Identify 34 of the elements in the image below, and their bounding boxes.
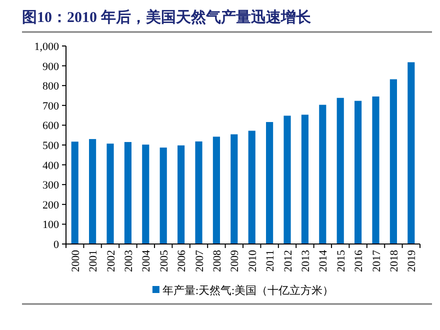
x-tick-label: 2007 <box>194 250 206 272</box>
x-tick-label: 2001 <box>88 250 100 272</box>
x-tick-label: 2002 <box>105 250 118 272</box>
x-tick-label: 2012 <box>282 250 294 272</box>
x-tick-label: 2018 <box>388 250 400 272</box>
x-tick-label: 2009 <box>229 250 242 272</box>
title: 图10：2010 年后，美国天然气产量迅速增长 <box>22 10 311 26</box>
x-tick-label: 2013 <box>300 250 312 272</box>
y-tick-label: 600 <box>42 120 60 132</box>
x-tick-label: 2005 <box>158 250 170 272</box>
y-tick-label: 100 <box>42 219 60 232</box>
y-tick-label: 700 <box>42 100 60 112</box>
legend: 年产量:天然气:美国（十亿立方米） <box>152 285 334 297</box>
y-tick-label: 0 <box>54 239 60 251</box>
x-tick-label: 2017 <box>370 250 383 272</box>
x-tick-label: 2014 <box>318 250 330 272</box>
y-tick-label: 200 <box>42 199 60 212</box>
x-tick-label: 2015 <box>335 250 348 272</box>
y-tick-label: 500 <box>42 140 60 152</box>
x-tick-label: 2004 <box>140 250 153 272</box>
x-tick-label: 2011 <box>264 250 277 272</box>
y-tick-label: 300 <box>42 180 60 192</box>
x-tick-label: 2019 <box>406 250 418 272</box>
x-tick-label: 2010 <box>246 250 259 272</box>
y-tick-label: 800 <box>42 80 60 93</box>
y-tick-label: 400 <box>42 160 60 172</box>
x-tick-label: 2000 <box>70 250 82 272</box>
y-tick-label: 900 <box>42 60 60 73</box>
y-tick-label: 1,000 <box>34 41 60 53</box>
plot: 0 100 200 300 400 500 600 700 800 900 1,000 2000 2001 2002 2003 2004 2005 2006 2007 2008 2009 2010 2011 2012 2013 2014 2015 2016 2017 2018 2019 <box>34 41 420 272</box>
x-tick-label: 2003 <box>122 250 135 272</box>
x-tick-label: 2008 <box>211 250 224 272</box>
x-tick-label: 2006 <box>176 250 188 272</box>
x-tick-label: 2016 <box>353 250 366 272</box>
